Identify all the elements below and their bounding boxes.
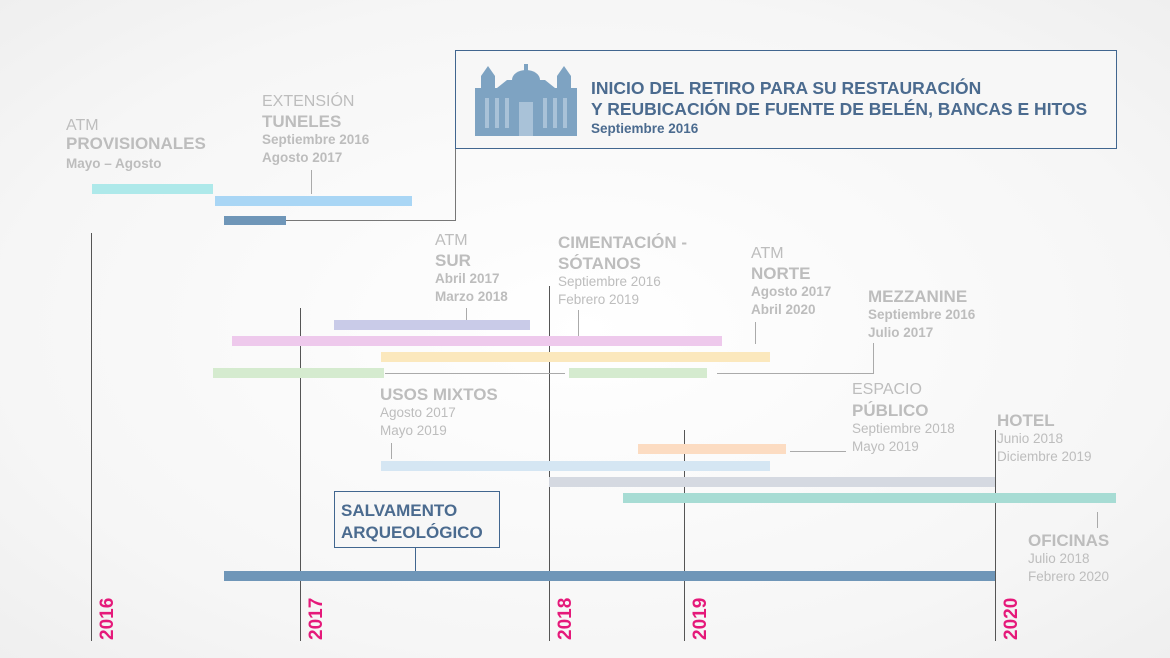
callout-date: Septiembre 2016 — [591, 121, 699, 136]
atm-prov-name: PROVISIONALES — [66, 134, 206, 153]
bar-mezzanine-1 — [213, 368, 384, 378]
label-atm-sur: ATM SUR Abril 2017 Marzo 2018 — [435, 232, 508, 306]
year-label-2020: 2020 — [1001, 597, 1022, 640]
connector-atm-sur — [466, 308, 467, 320]
connector-retiro-v — [455, 147, 456, 221]
label-espacio-publico: ESPACIO PÚBLICO Septiembre 2018 Mayo 201… — [852, 381, 955, 456]
year-line-2017 — [300, 308, 301, 641]
label-usos-mixtos: USOS MIXTOS Agosto 2017 Mayo 2019 — [380, 386, 498, 440]
bar-atm-norte — [381, 352, 770, 362]
mezzanine-d1: Septiembre 2016 — [868, 307, 976, 322]
connector-atm-norte — [755, 322, 756, 344]
label-cimentacion: CIMENTACIÓN - SÓTANOS Septiembre 2016 Fe… — [558, 234, 687, 309]
salvamento-line2: ARQUEOLÓGICO — [341, 523, 483, 542]
year-line-2020 — [995, 430, 996, 641]
connector-retiro-h — [286, 220, 455, 221]
bar-salvamento — [224, 571, 995, 581]
oficinas-name: OFICINAS — [1028, 531, 1110, 550]
cathedral-icon — [475, 64, 577, 136]
hotel-name: HOTEL — [997, 411, 1055, 430]
salvamento-box: SALVAMENTO ARQUEOLÓGICO — [334, 491, 500, 548]
espacio-d1: Septiembre 2018 — [852, 421, 955, 436]
label-oficinas: OFICINAS Julio 2018 Febrero 2020 — [1028, 532, 1109, 586]
atm-sur-name: SUR — [435, 251, 471, 270]
atm-prov-dates: Mayo – Agosto — [66, 156, 162, 171]
connector-mezzanine-mid — [385, 373, 565, 374]
callout-title-line1: INICIO DEL RETIRO PARA SU RESTAURACIÓN — [591, 78, 982, 98]
label-atm-provisionales: ATM PROVISIONALES Mayo – Agosto — [66, 117, 206, 173]
connector-usos-mixtos — [391, 443, 392, 459]
bar-atm-provisionales — [92, 184, 213, 194]
atm-sur-d1: Abril 2017 — [435, 271, 500, 286]
cimentacion-d2: Febrero 2019 — [558, 292, 640, 307]
cimentacion-d1: Septiembre 2016 — [558, 274, 661, 289]
year-line-2019 — [684, 430, 685, 641]
connector-espacio — [790, 451, 846, 452]
mezzanine-name: MEZZANINE — [868, 287, 968, 306]
bar-cimentacion — [232, 336, 722, 346]
bar-retiro — [224, 216, 286, 225]
atm-norte-pre: ATM — [751, 245, 784, 262]
atm-norte-d2: Abril 2020 — [751, 302, 816, 317]
atm-prov-pre: ATM — [66, 117, 99, 134]
atm-sur-d2: Marzo 2018 — [435, 289, 508, 304]
connector-cimentacion — [578, 310, 579, 336]
bar-oficinas — [623, 493, 1116, 503]
tuneles-pre: EXTENSIÓN — [262, 93, 355, 110]
callout-title-line2: Y REUBICACIÓN DE FUENTE DE BELÉN, BANCAS… — [591, 99, 1088, 119]
year-label-2016: 2016 — [97, 597, 118, 640]
oficinas-d1: Julio 2018 — [1028, 551, 1090, 566]
usos-mixtos-name: USOS MIXTOS — [380, 385, 498, 404]
cimentacion-name1: CIMENTACIÓN - — [558, 233, 688, 252]
connector-salvamento — [415, 546, 416, 571]
year-label-2017: 2017 — [306, 597, 327, 640]
mezzanine-d2: Julio 2017 — [868, 325, 934, 340]
usos-mixtos-d2: Mayo 2019 — [380, 423, 447, 438]
bar-tuneles — [215, 196, 412, 206]
bar-mezzanine-2 — [569, 368, 707, 378]
year-label-2019: 2019 — [690, 597, 711, 640]
connector-oficinas — [1097, 512, 1098, 528]
atm-sur-pre: ATM — [435, 232, 468, 249]
year-line-2016 — [91, 233, 92, 641]
bar-hotel — [549, 477, 995, 487]
espacio-name: PÚBLICO — [852, 401, 929, 420]
label-mezzanine: MEZZANINE Septiembre 2016 Julio 2017 — [868, 288, 975, 342]
callout-retiro: INICIO DEL RETIRO PARA SU RESTAURACIÓN Y… — [455, 50, 1117, 149]
hotel-d1: Junio 2018 — [997, 431, 1064, 446]
tuneles-name: TUNELES — [262, 112, 342, 131]
salvamento-line1: SALVAMENTO — [341, 501, 458, 520]
connector-mezzanine-h — [717, 373, 873, 374]
connector-tuneles — [311, 170, 312, 194]
atm-norte-d1: Agosto 2017 — [751, 284, 832, 299]
hotel-d2: Diciembre 2019 — [997, 449, 1092, 464]
cimentacion-name2: SÓTANOS — [558, 254, 641, 273]
connector-mezzanine-v — [873, 343, 874, 374]
tuneles-d1: Septiembre 2016 — [262, 132, 370, 147]
bar-espacio-publico — [638, 444, 786, 454]
atm-norte-name: NORTE — [751, 264, 811, 283]
espacio-pre: ESPACIO — [852, 381, 922, 398]
espacio-d2: Mayo 2019 — [852, 439, 919, 454]
label-atm-norte: ATM NORTE Agosto 2017 Abril 2020 — [751, 245, 831, 319]
bar-atm-sur — [334, 320, 530, 330]
tuneles-d2: Agosto 2017 — [262, 150, 343, 165]
label-tuneles: EXTENSIÓN TUNELES Septiembre 2016 Agosto… — [262, 93, 369, 167]
year-label-2018: 2018 — [555, 597, 576, 640]
label-hotel: HOTEL Junio 2018 Diciembre 2019 — [997, 412, 1092, 466]
bar-usos-mixtos — [381, 461, 770, 471]
oficinas-d2: Febrero 2020 — [1028, 569, 1110, 584]
usos-mixtos-d1: Agosto 2017 — [380, 405, 456, 420]
